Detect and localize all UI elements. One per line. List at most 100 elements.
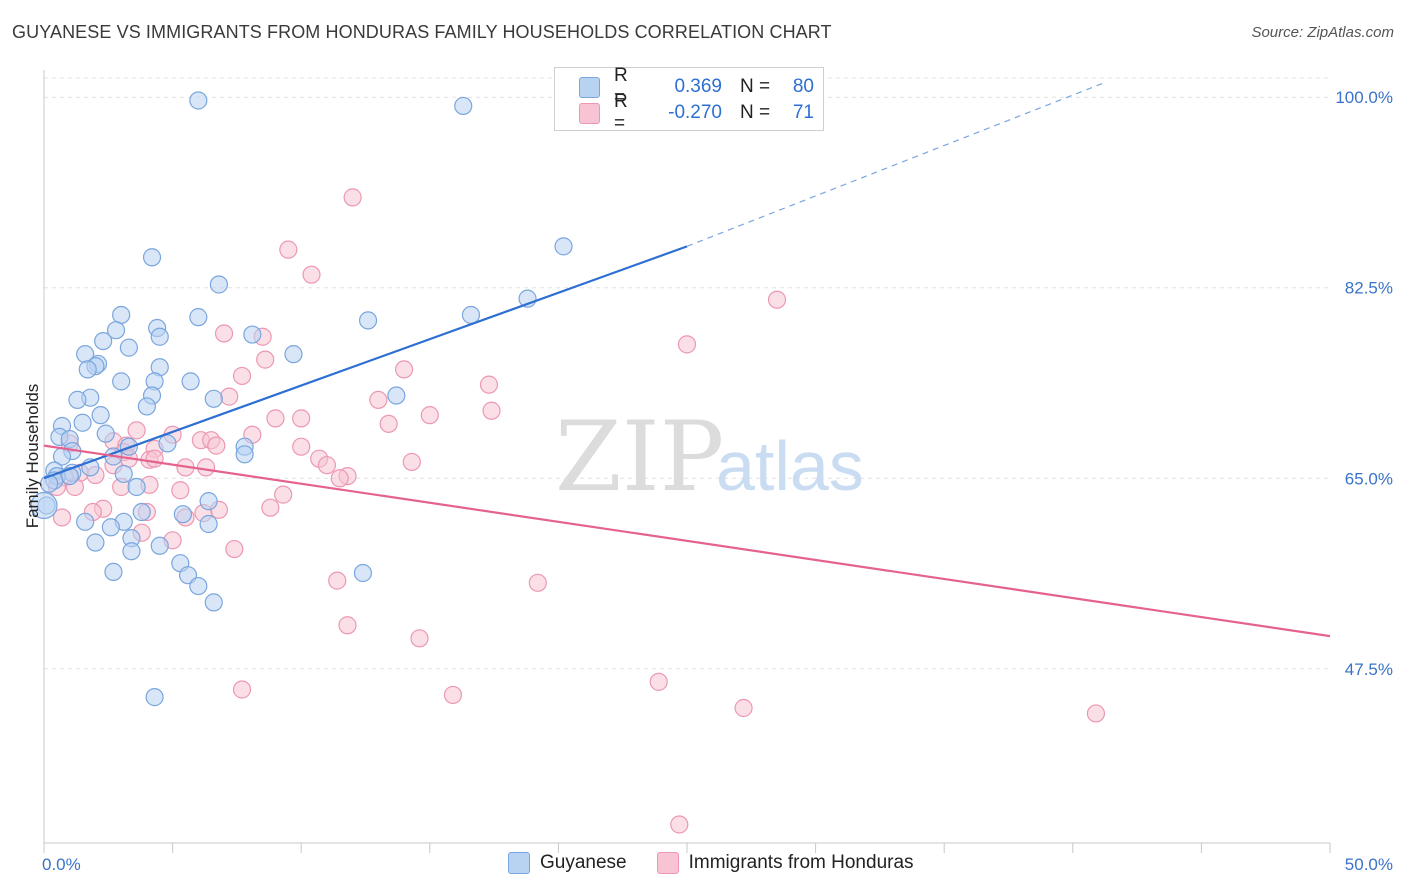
guyanese-point <box>204 593 223 612</box>
y-tick-label: 65.0% <box>1345 469 1393 488</box>
series-label: Guyanese <box>540 852 627 873</box>
guyanese-point <box>158 434 177 453</box>
honduras-point <box>338 616 357 635</box>
guyanese-point <box>101 518 120 537</box>
guyanese-point <box>112 305 131 325</box>
guyanese-point <box>204 389 223 408</box>
honduras-point <box>207 436 226 455</box>
honduras-point <box>266 409 285 428</box>
honduras-point <box>196 458 216 477</box>
honduras-point <box>279 240 298 259</box>
guyanese-point <box>554 237 573 256</box>
y-tick-label: 100.0% <box>1335 88 1393 107</box>
series-legend: Guyanese Immigrants from Honduras <box>508 852 944 874</box>
honduras-point <box>479 375 499 394</box>
honduras-point <box>649 672 668 691</box>
guyanese-point <box>94 331 113 351</box>
guyanese-point <box>78 360 97 379</box>
tick-labels: 100.0% 82.5% 65.0% 47.5% 0.0% 50.0% <box>42 88 1393 874</box>
honduras-point <box>328 571 347 590</box>
series-swatch-pink <box>656 852 679 874</box>
legend-r-label: R = <box>614 65 628 108</box>
guyanese-point <box>132 502 151 522</box>
guyanese-point <box>40 474 59 493</box>
guyanese-point <box>137 397 156 416</box>
legend-row-honduras: R = -0.270 N = 71 <box>579 91 814 134</box>
honduras-point <box>292 409 311 428</box>
honduras-point <box>394 360 414 379</box>
honduras-point <box>274 485 293 504</box>
honduras-point <box>1086 704 1106 723</box>
guyanese-point <box>173 505 192 524</box>
honduras-point <box>420 406 439 425</box>
correlation-legend: R = 0.369 N = 80 R = -0.270 N = 71 <box>554 65 824 134</box>
guyanese-point <box>353 563 373 583</box>
guyanese-point <box>68 390 87 409</box>
guyanese-point <box>104 562 123 582</box>
guyanese-point <box>461 305 481 325</box>
guyanese-point <box>127 477 146 497</box>
honduras-point <box>670 815 689 834</box>
guyanese-point <box>106 321 126 340</box>
honduras-point <box>232 366 252 386</box>
guyanese-point <box>96 424 115 443</box>
honduras-point <box>292 437 311 456</box>
legend-r-value: -0.270 <box>668 102 722 123</box>
guyanese-point <box>284 345 303 364</box>
guyanese-point <box>86 533 105 552</box>
honduras-point <box>127 421 146 440</box>
guyanese-point <box>243 325 262 344</box>
honduras-point <box>482 401 501 420</box>
honduras-point <box>443 685 463 705</box>
guyanese-point <box>119 338 138 357</box>
legend-n-value: 71 <box>792 102 814 123</box>
honduras-point <box>261 498 280 517</box>
honduras-point <box>343 188 362 207</box>
honduras-point <box>232 680 252 699</box>
guyanese-point <box>73 413 92 432</box>
legend-r-value: 0.369 <box>674 76 722 97</box>
series-swatch-blue <box>508 852 530 874</box>
guyanese-point <box>199 492 218 511</box>
honduras-point <box>410 629 429 648</box>
guyanese-point <box>189 308 208 327</box>
honduras-point <box>402 452 421 472</box>
source-credit: Source: ZipAtlas.com <box>1251 24 1394 41</box>
guyanese-point <box>122 542 141 561</box>
guyanese-point <box>181 372 200 391</box>
y-axis-label: Family Households <box>23 384 42 529</box>
trend-lines <box>43 81 1331 638</box>
guyanese-point <box>387 386 406 405</box>
legend-row-guyanese: R = 0.369 N = 80 <box>579 65 814 108</box>
watermark-zip: ZIP <box>555 401 724 513</box>
y-tick-label: 47.5% <box>1345 660 1393 679</box>
honduras-point <box>767 290 787 309</box>
axes <box>43 70 1331 853</box>
honduras-point <box>302 265 321 284</box>
guyanese-point <box>91 406 110 425</box>
legend-r-label: R = <box>614 91 628 134</box>
guyanese-point <box>454 96 473 116</box>
guyanese-point <box>114 464 133 484</box>
honduras-point <box>145 449 164 468</box>
honduras-point <box>256 350 275 369</box>
guyanese-trend-line <box>43 245 688 480</box>
watermark-atlas: atlas <box>716 427 864 505</box>
honduras-point <box>528 573 547 592</box>
guyanese-point <box>189 91 208 110</box>
guyanese-point <box>150 327 169 346</box>
honduras-point <box>330 469 349 488</box>
legend-n-label: N = <box>740 76 771 97</box>
guyanese-trend-extension <box>686 81 1107 247</box>
series-legend-item-honduras[interactable]: Immigrants from Honduras <box>656 852 914 874</box>
chart-title: GUYANESE VS IMMIGRANTS FROM HONDURAS FAM… <box>12 22 832 42</box>
y-tick-label: 82.5% <box>1345 279 1393 298</box>
guyanese-point <box>150 536 169 555</box>
series-label: Immigrants from Honduras <box>688 852 914 873</box>
x-tick-label: 50.0% <box>1345 855 1393 874</box>
honduras-trend-line <box>43 444 1331 638</box>
honduras-point <box>369 390 388 409</box>
series-legend-item-guyanese[interactable]: Guyanese <box>508 852 627 874</box>
guyanese-point <box>189 576 208 596</box>
